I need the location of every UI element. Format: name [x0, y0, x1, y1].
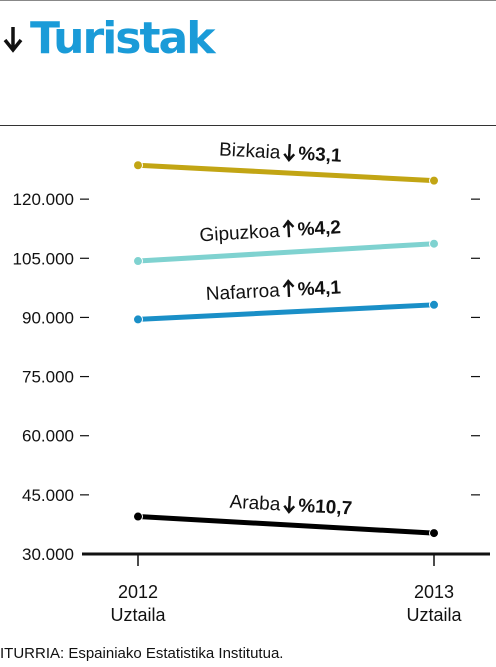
y-tick-label: 45.000 — [22, 486, 74, 505]
top-rule — [0, 0, 496, 1]
data-point-gipuzkoa — [429, 238, 439, 249]
arrow-down-icon — [283, 144, 296, 162]
series-change-label: %4,2 — [297, 217, 341, 240]
y-tick-label: 90.000 — [22, 308, 74, 327]
y-tick-label: 120.000 — [13, 190, 74, 209]
series-label-nafarroa: Nafarroa %4,1 — [205, 277, 342, 305]
series-line-nafarroa — [135, 302, 437, 322]
series-label-gipuzkoa: Gipuzkoa %4,2 — [199, 217, 342, 246]
arrow-up-icon — [282, 219, 295, 238]
series-change-label: %4,1 — [297, 277, 342, 300]
y-tick-label: 30.000 — [22, 545, 74, 564]
series-line-gipuzkoa — [135, 241, 437, 264]
arrow-down-icon — [3, 27, 23, 53]
series-line-bizkaia — [135, 162, 437, 184]
arrow-down-icon — [283, 495, 296, 514]
x-tick-label-month: Uztaila — [406, 605, 462, 625]
data-point-bizkaia — [429, 175, 439, 186]
data-point-gipuzkoa — [133, 256, 143, 267]
y-tick-label: 60.000 — [22, 427, 74, 446]
data-point-araba — [429, 528, 439, 539]
series-label-araba: Araba %10,7 — [229, 492, 353, 520]
data-point-nafarroa — [429, 299, 439, 310]
arrow-up-icon — [282, 279, 295, 298]
source-note: ITURRIA: Espainiako Estatistika Institut… — [0, 645, 284, 662]
y-tick-label: 105.000 — [13, 249, 74, 268]
series-name: Bizkaia — [219, 139, 282, 163]
series-line-araba — [135, 514, 437, 536]
x-tick-label-month: Uztaila — [110, 605, 166, 625]
data-point-araba — [133, 511, 143, 522]
series-name: Araba — [229, 492, 281, 516]
series-label-bizkaia: Bizkaia %3,1 — [219, 139, 343, 166]
x-tick-label-year: 2013 — [414, 582, 454, 602]
x-tick-label-year: 2012 — [118, 582, 158, 602]
series-name: Nafarroa — [205, 280, 280, 305]
data-point-bizkaia — [133, 160, 143, 171]
series-name: Gipuzkoa — [199, 221, 281, 247]
chart-title: Turistak — [2, 13, 215, 64]
data-point-nafarroa — [133, 314, 143, 325]
series-change-label: %10,7 — [298, 496, 353, 520]
title-text: Turistak — [30, 13, 215, 64]
y-tick-label: 75.000 — [22, 368, 74, 387]
line-chart: 30.000 45.000 60.000 75.000 90.000 105.000 120… — [13, 139, 490, 625]
header-divider — [0, 125, 496, 126]
series-change-label: %3,1 — [298, 144, 343, 167]
